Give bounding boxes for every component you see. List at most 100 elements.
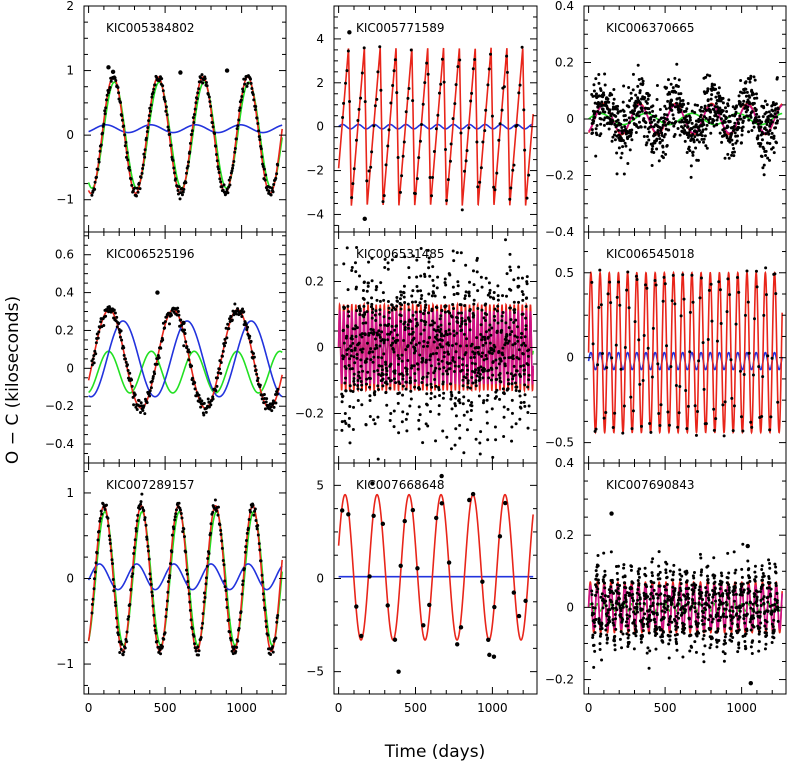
data-point: [198, 76, 202, 80]
data-point: [433, 378, 437, 382]
data-point: [620, 646, 624, 650]
data-point: [486, 83, 490, 87]
data-point: [653, 131, 657, 135]
data-point: [345, 334, 349, 338]
data-point: [438, 343, 442, 347]
data-point: [627, 640, 631, 644]
data-point: [666, 99, 670, 103]
data-point: [705, 108, 709, 112]
data-point: [401, 377, 405, 381]
data-point: [700, 591, 704, 595]
data-point: [396, 338, 400, 342]
data-point: [370, 256, 374, 260]
data-point: [377, 372, 381, 376]
data-point: [676, 126, 680, 130]
data-point: [774, 126, 778, 130]
data-point: [402, 295, 406, 299]
data-point: [601, 107, 605, 111]
data-point: [741, 429, 745, 433]
y-tick-label: −0.2: [45, 399, 74, 413]
data-point: [701, 118, 705, 122]
data-point: [511, 343, 515, 347]
data-point: [764, 149, 768, 153]
data-point: [613, 411, 617, 415]
data-point: [421, 623, 426, 628]
data-point: [712, 428, 716, 432]
data-point: [453, 443, 457, 447]
data-point: [171, 158, 175, 162]
data-point: [356, 118, 360, 122]
data-point: [417, 341, 421, 345]
data-point: [475, 140, 479, 144]
data-point: [761, 115, 765, 119]
data-point: [701, 341, 705, 345]
data-point: [449, 447, 453, 451]
data-point: [593, 110, 597, 114]
data-point: [490, 114, 494, 118]
data-point: [471, 381, 475, 385]
data-point: [620, 151, 624, 155]
data-point: [757, 640, 761, 644]
data-point: [498, 122, 502, 126]
data-point: [200, 399, 204, 403]
data-point: [591, 633, 595, 637]
data-point: [650, 574, 654, 578]
data-point: [418, 387, 422, 391]
data-point: [343, 411, 347, 415]
data-point: [458, 324, 462, 328]
data-point: [438, 367, 442, 371]
data-point: [651, 596, 655, 600]
data-point: [208, 100, 212, 104]
data-point: [667, 656, 671, 660]
data-point: [686, 592, 690, 596]
data-point: [353, 383, 356, 387]
data-point: [340, 420, 344, 424]
data-point: [417, 405, 421, 409]
data-point: [370, 302, 374, 306]
data-point: [174, 177, 178, 181]
data-point: [688, 116, 692, 120]
data-point: [411, 289, 415, 293]
data-point: [252, 352, 256, 356]
data-point: [768, 141, 772, 145]
data-point: [597, 104, 601, 108]
data-point: [151, 90, 155, 94]
data-point: [118, 335, 122, 339]
data-point: [696, 621, 700, 625]
data-point: [626, 162, 630, 166]
data-point: [441, 429, 445, 433]
data-point: [644, 283, 647, 287]
data-point: [717, 86, 721, 90]
data-point: [376, 384, 380, 388]
data-point: [658, 577, 662, 581]
data-point: [719, 571, 723, 575]
data-point: [502, 392, 506, 396]
data-point: [439, 327, 443, 331]
data-point: [398, 297, 402, 301]
data-point: [190, 627, 194, 631]
data-point: [99, 143, 103, 147]
data-point: [254, 105, 258, 109]
data-point: [639, 102, 642, 106]
data-point: [708, 74, 712, 78]
data-point: [705, 123, 709, 127]
data-point: [480, 285, 484, 289]
data-point: [429, 382, 433, 386]
data-point: [623, 345, 627, 349]
y-tick-label: 0.2: [555, 528, 574, 542]
data-point: [748, 579, 752, 583]
data-point: [683, 594, 687, 598]
data-point: [252, 98, 256, 102]
data-point: [677, 78, 681, 82]
data-point: [398, 372, 402, 376]
data-point: [597, 581, 601, 585]
data-point: [694, 146, 698, 150]
data-point: [448, 159, 452, 163]
data-point: [503, 364, 507, 368]
data-point: [404, 348, 408, 352]
data-point: [403, 300, 407, 304]
data-point: [632, 647, 636, 651]
data-point: [663, 104, 667, 108]
data-point: [699, 573, 703, 577]
data-point: [489, 378, 493, 382]
